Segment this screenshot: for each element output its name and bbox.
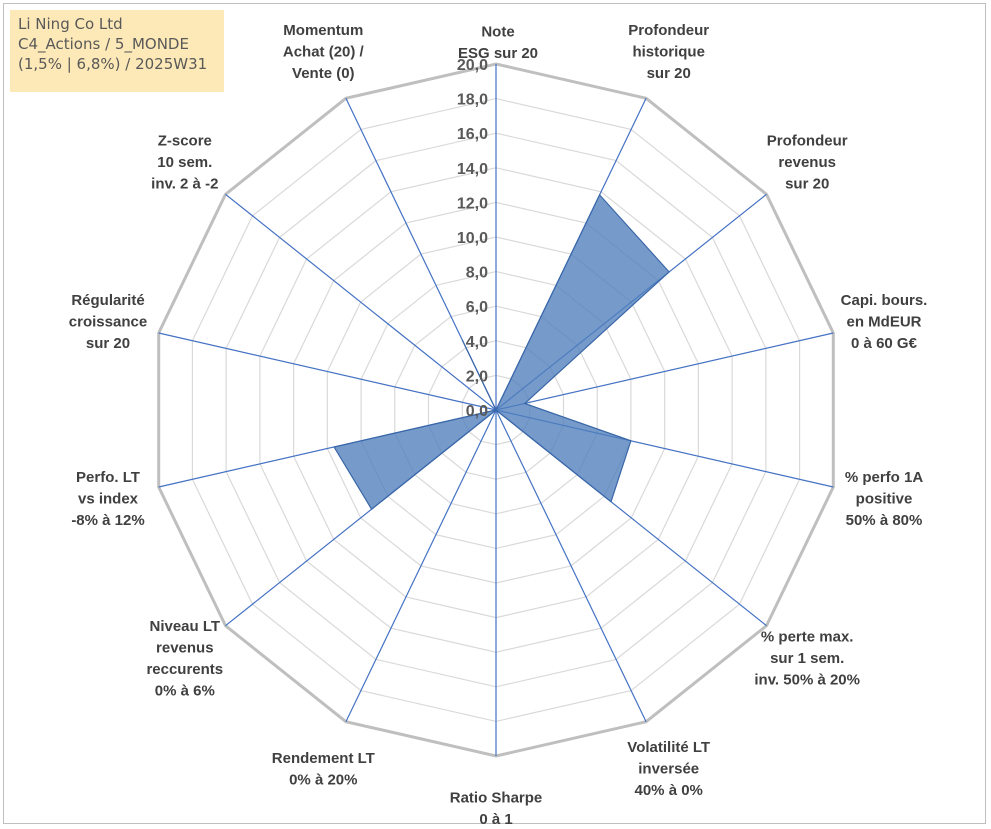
axis-label-line: 10 sem. [157, 154, 212, 171]
axis-label-line: historique [632, 43, 705, 60]
axis-label-line: 0% à 20% [289, 771, 357, 788]
axis-label-line: Niveau LT [150, 618, 221, 635]
axis-label-line: sur 20 [647, 65, 691, 82]
axis-label-line: -8% à 12% [71, 512, 144, 529]
axis-spoke [495, 409, 647, 722]
axis-label-line: Momentum [283, 22, 363, 39]
axis-label-line: sur 1 sem. [770, 650, 844, 667]
axis-spoke [158, 332, 497, 411]
period-label: (1,5% | 6,8%) / 2025W31 [18, 55, 208, 73]
axis-label-line: % perte max. [761, 629, 854, 646]
tick-label: 18,0 [457, 92, 488, 109]
axis-label-line: inv. 2 à -2 [151, 175, 218, 192]
axis-label-line: Ratio Sharpe [450, 789, 543, 806]
tick-label: 16,0 [457, 126, 488, 143]
axis-label: Ratio Sharpe 0 à 1 [450, 789, 543, 828]
axis-label: Perfo. LT vs index -8% à 12% [71, 469, 144, 529]
axis-label-line: ESG sur 20 [458, 45, 538, 62]
axis-label-line: Note [481, 24, 514, 41]
axis-label: % perte max. sur 1 sem. inv. 50% à 20% [754, 629, 860, 689]
axis-label-line: vs index [78, 491, 139, 508]
axis-label-line: 50% à 80% [846, 512, 923, 529]
axis-label-line: % perfo 1A [845, 469, 924, 486]
axis-label-line: inv. 50% à 20% [754, 672, 860, 689]
axis-label: Profondeur historique sur 20 [628, 22, 709, 82]
axis-label-line: 0 à 60 G€ [851, 335, 918, 352]
tick-label: 14,0 [457, 161, 488, 178]
axis-label-line: revenus [778, 154, 836, 171]
axis-label-line: reccurents [146, 661, 223, 678]
axis-label-line: Volatilité LT [627, 739, 710, 756]
label-layer: Note ESG sur 20 Profondeur historique sur 20… [69, 22, 928, 828]
axis-label-line: Perfo. LT [76, 469, 140, 486]
tick-label: 12,0 [457, 195, 488, 212]
axis-label: Capi. bours. en MdEUR 0 à 60 G€ [841, 292, 928, 352]
axis-label-line: inversée [638, 761, 699, 778]
axis-spoke [495, 332, 834, 411]
series-layer [333, 193, 670, 511]
tick-layer: 0,0 2,0 4,0 6,0 8,0 10,0 12,0 14,0 16,0 18,0 20,0 [457, 57, 488, 420]
axis-spoke [225, 193, 497, 411]
axis-label: % perfo 1A positive 50% à 80% [845, 469, 924, 529]
axis-label-line: Vente (0) [292, 65, 355, 82]
axis-label-line: en MdEUR [847, 313, 922, 330]
axis-label: Rendement LT 0% à 20% [272, 750, 375, 789]
axis-label-line: 0 à 1 [479, 811, 512, 828]
axis-label-line: Profondeur [628, 22, 709, 39]
axis-label-line: 0% à 6% [155, 682, 215, 699]
axis-label-line: Z-score [158, 132, 212, 149]
axis-label-line: Capi. bours. [841, 292, 928, 309]
axis-label-line: Régularité [71, 292, 144, 309]
tick-label: 10,0 [457, 230, 488, 247]
tick-label: 6,0 [466, 299, 488, 316]
axis-label-line: positive [856, 491, 913, 508]
axis-label: Momentum Achat (20) / Vente (0) [283, 22, 365, 82]
info-box: Li Ning Co Ltd C4_Actions / 5_MONDE (1,5… [10, 10, 224, 92]
axis-label: Note ESG sur 20 [458, 24, 538, 63]
tick-label: 20,0 [457, 57, 488, 74]
axis-label: Niveau LT revenus reccurents 0% à 6% [146, 618, 223, 700]
series-area [333, 193, 670, 511]
axis-label-line: sur 20 [86, 335, 130, 352]
axis-spoke [345, 409, 497, 722]
axis-label: Volatilité LT inversée 40% à 0% [627, 739, 710, 799]
axis-label: Profondeur revenus sur 20 [767, 132, 848, 192]
axis-label-line: sur 20 [785, 175, 829, 192]
axis-label-line: Rendement LT [272, 750, 375, 767]
axis-label-line: Profondeur [767, 132, 848, 149]
axis-label-line: 40% à 0% [635, 782, 703, 799]
tick-label: 8,0 [466, 265, 488, 282]
axis-label-line: revenus [156, 639, 214, 656]
tick-label: 0,0 [466, 403, 488, 420]
category-label: C4_Actions / 5_MONDE [18, 35, 189, 53]
company-name: Li Ning Co Ltd [18, 15, 123, 33]
axis-label: Régularité croissance sur 20 [69, 292, 147, 352]
axis-label: Z-score 10 sem. inv. 2 à -2 [151, 132, 218, 192]
tick-label: 4,0 [466, 334, 488, 351]
axis-label-line: croissance [69, 313, 147, 330]
axis-label-line: Achat (20) / [283, 43, 365, 60]
tick-label: 2,0 [466, 368, 488, 385]
